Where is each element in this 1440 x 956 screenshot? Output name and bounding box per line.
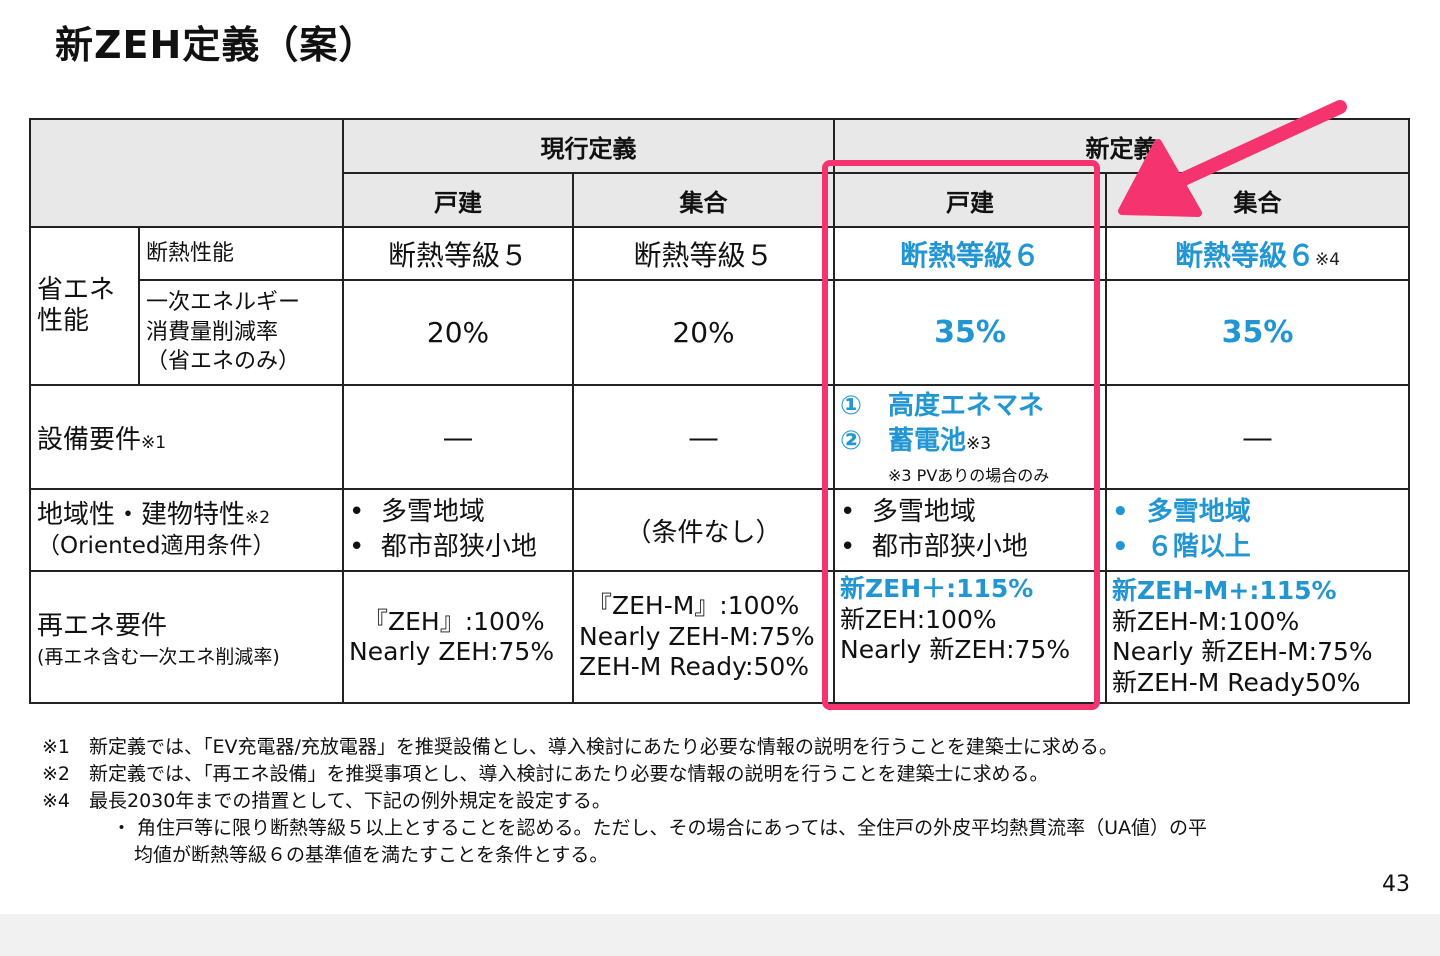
footnote-4-detail: ・ 角住戸等に限り断熱等級５以上とすることを認める。ただし、その場合にあっては、…	[112, 817, 1208, 839]
footnote-4-detail-cont: 均値が断熱等級６の基準値を満たすことを条件とする。	[134, 844, 609, 866]
equipment-pv-note: ※3 PVありの場合のみ	[888, 465, 1050, 485]
region-cur-det-item-2: 都市部狭小地	[380, 532, 537, 562]
cell-insulation-current-collective: 断熱等級５	[572, 226, 835, 281]
cell-region-current-collective: （条件なし）	[572, 488, 835, 572]
cell-renewable-new-detached: 新ZEH＋:115% 新ZEH:100% Nearly 新ZEH:75%	[833, 570, 1107, 704]
renewable-label: 再エネ要件	[37, 611, 168, 641]
region-new-det-item-1: 多雪地域	[871, 496, 976, 527]
region-new-det-item-2: 都市部狭小地	[871, 532, 1028, 562]
row-label-primary-energy: 一次エネルギー 消費量削減率 （省エネのみ）	[138, 279, 344, 386]
row-label-renewable: 再エネ要件 (再エネ含む一次エネ削減率)	[29, 570, 344, 704]
cell-equipment-new-detached: ① 高度エネマネ ② 蓄電池※3 ※3 PVありの場合のみ	[833, 384, 1107, 490]
equipment-item-1: ① 高度エネマネ	[840, 390, 1045, 421]
cell-equipment-new-collective: ―	[1105, 384, 1410, 490]
renewable-label-sub: (再エネ含む一次エネ削減率)	[37, 646, 280, 668]
pointer-arrow-icon	[1118, 100, 1347, 217]
equipment-label-note: ※1	[141, 432, 167, 453]
footnote-1: ※1 新定義では、「EV充電器/充放電器」を推奨設備とし、導入検討にあたり必要な…	[42, 736, 1118, 758]
cell-equipment-current-collective: ―	[572, 384, 835, 490]
renewable-new-col-bold: 新ZEH-M+:115%	[1112, 576, 1337, 605]
insulation-new-collective-value: 断熱等級６	[1174, 238, 1315, 272]
cell-equipment-current-detached: ―	[342, 384, 574, 490]
page-number: 43	[1382, 872, 1410, 897]
region-label: 地域性・建物特性	[37, 500, 246, 531]
equipment-item-2-note: ※3	[966, 433, 992, 454]
region-label-line-2: （Oriented適用条件）	[37, 532, 276, 559]
cell-insulation-new-detached: 断熱等級６	[833, 226, 1107, 281]
cell-renewable-current-detached: 『ZEH』:100% Nearly ZEH:75%	[342, 570, 574, 704]
renewable-new-col-line-2: Nearly 新ZEH-M:75%	[1112, 637, 1373, 666]
renewable-cur-det-line-2: Nearly ZEH:75%	[349, 637, 555, 666]
cell-renewable-new-collective: 新ZEH-M+:115% 新ZEH-M:100% Nearly 新ZEH-M:7…	[1105, 570, 1410, 704]
cell-renewable-current-collective: 『ZEH-M』:100% Nearly ZEH-M:75% ZEH-M Read…	[572, 570, 835, 704]
corner-cell	[29, 118, 344, 228]
list-item: • 都市部狭小地	[840, 532, 1028, 562]
renewable-new-det-line-1: 新ZEH:100%	[840, 604, 997, 634]
cell-primary-new-detached: 35%	[833, 279, 1107, 386]
cell-region-current-detached: • 多雪地域 • 都市部狭小地	[342, 488, 574, 572]
header-current-detached: 戸建	[342, 172, 574, 228]
header-new-detached: 戸建	[833, 172, 1107, 228]
footer-strip	[0, 914, 1440, 956]
renewable-cur-det-line-1: 『ZEH』:100%	[363, 606, 545, 636]
region-cur-det-item-1: 多雪地域	[380, 496, 485, 527]
cell-region-new-collective: • 多雪地域 • ６階以上	[1105, 488, 1410, 572]
list-item: • 多雪地域	[840, 496, 976, 527]
page-title: 新ZEH定義（案）	[55, 23, 378, 67]
equipment-item-2: ② 蓄電池※3	[840, 424, 1104, 462]
primary-label-line-1: 一次エネルギー	[146, 289, 301, 315]
cell-insulation-new-collective: 断熱等級６※4	[1105, 226, 1410, 281]
row-label-equipment: 設備要件※1	[29, 384, 344, 490]
insulation-new-collective-note: ※4	[1314, 249, 1341, 270]
cell-insulation-current-detached: 断熱等級５	[342, 226, 574, 281]
row-label-region: 地域性・建物特性※2 （Oriented適用条件）	[29, 488, 344, 572]
cell-primary-new-collective: 35%	[1105, 279, 1410, 386]
region-label-note: ※2	[245, 508, 271, 529]
equipment-item-2-text: ② 蓄電池	[840, 425, 967, 456]
renewable-new-col-line-3: 新ZEH-M Ready50%	[1112, 667, 1361, 697]
renewable-new-col-line-1: 新ZEH-M:100%	[1112, 606, 1300, 636]
list-item: • 多雪地域	[349, 496, 485, 527]
cell-primary-current-collective: 20%	[572, 279, 835, 386]
primary-label-line-3: （省エネのみ）	[146, 349, 301, 375]
list-item: • 多雪地域	[1112, 496, 1251, 527]
region-label-line-1: 地域性・建物特性※2	[37, 499, 341, 532]
row-label-energy: 省エネ性能	[29, 226, 140, 386]
cell-primary-current-detached: 20%	[342, 279, 574, 386]
row-label-insulation: 断熱性能	[138, 226, 344, 281]
renewable-cur-col-line-3: ZEH-M Ready:50%	[579, 652, 810, 682]
renewable-cur-col-line-2: Nearly ZEH-M:75%	[579, 621, 815, 651]
header-current-collective: 集合	[572, 172, 835, 228]
region-new-col-item-2: ６階以上	[1146, 532, 1251, 562]
footnotes: ※1 新定義では、「EV充電器/充放電器」を推奨設備とし、導入検討にあたり必要な…	[42, 734, 1207, 869]
region-new-col-item-1: 多雪地域	[1146, 496, 1251, 527]
footnote-2: ※2 新定義では、「再エネ設備」を推奨事項とし、導入検討にあたり必要な情報の説明…	[42, 763, 1049, 785]
cell-region-new-detached: • 多雪地域 • 都市部狭小地	[833, 488, 1107, 572]
header-current-definition: 現行定義	[342, 118, 835, 174]
footnote-4: ※4 最長2030年までの措置として、下記の例外規定を設定する。	[42, 790, 611, 812]
renewable-new-det-bold: 新ZEH＋:115%	[840, 574, 1034, 603]
renewable-new-det-line-2: Nearly 新ZEH:75%	[840, 635, 1071, 664]
renewable-cur-col-line-1: 『ZEH-M』:100%	[587, 591, 800, 621]
list-item: • ６階以上	[1112, 532, 1251, 562]
equipment-label: 設備要件	[37, 424, 142, 455]
list-item: • 都市部狭小地	[349, 532, 537, 562]
primary-label-line-2: 消費量削減率	[146, 319, 279, 345]
